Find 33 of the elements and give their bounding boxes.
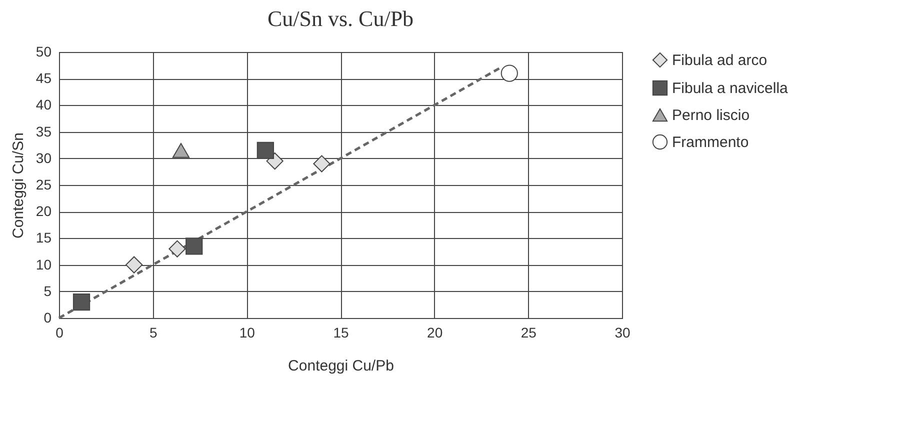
y-tick-label: 30 xyxy=(36,150,52,166)
x-tick-label: 10 xyxy=(239,324,256,340)
legend-label: Fibula a navicella xyxy=(672,80,789,97)
legend-label: Perno liscio xyxy=(672,107,750,124)
x-tick-label: 30 xyxy=(614,324,630,340)
x-tick-label: 20 xyxy=(427,324,443,340)
y-axis-title: Conteggi Cu/Sn xyxy=(10,132,27,238)
y-tick-label: 50 xyxy=(36,44,52,60)
point xyxy=(256,142,274,159)
x-tick-label: 25 xyxy=(520,324,537,340)
y-tick-label: 10 xyxy=(36,256,52,272)
y-tick-label: 15 xyxy=(36,230,52,246)
y-tick-label: 35 xyxy=(36,123,52,140)
legend-label: Fibula ad arco xyxy=(672,52,768,69)
y-tick-label: 5 xyxy=(44,282,52,299)
point xyxy=(126,256,143,274)
x-tick-label: 15 xyxy=(333,324,349,340)
point xyxy=(172,142,190,158)
y-tick-label: 40 xyxy=(36,96,52,113)
point xyxy=(500,64,518,82)
x-tick-label: 5 xyxy=(149,324,158,340)
point xyxy=(186,238,203,255)
point xyxy=(313,155,330,172)
x-axis-title: Conteggi Cu/Pb xyxy=(288,358,394,374)
x-tick-label: 0 xyxy=(56,324,64,340)
point xyxy=(168,240,186,258)
y-tick-label: 20 xyxy=(36,203,52,220)
y-tick-label: 0 xyxy=(44,310,52,326)
legend-label: Frammento xyxy=(672,134,749,151)
y-tick-label: 25 xyxy=(36,176,52,192)
chart-title: Cu/Sn vs. Cu/Pb xyxy=(267,6,414,31)
y-tick-label: 45 xyxy=(36,70,52,86)
point xyxy=(72,293,90,311)
